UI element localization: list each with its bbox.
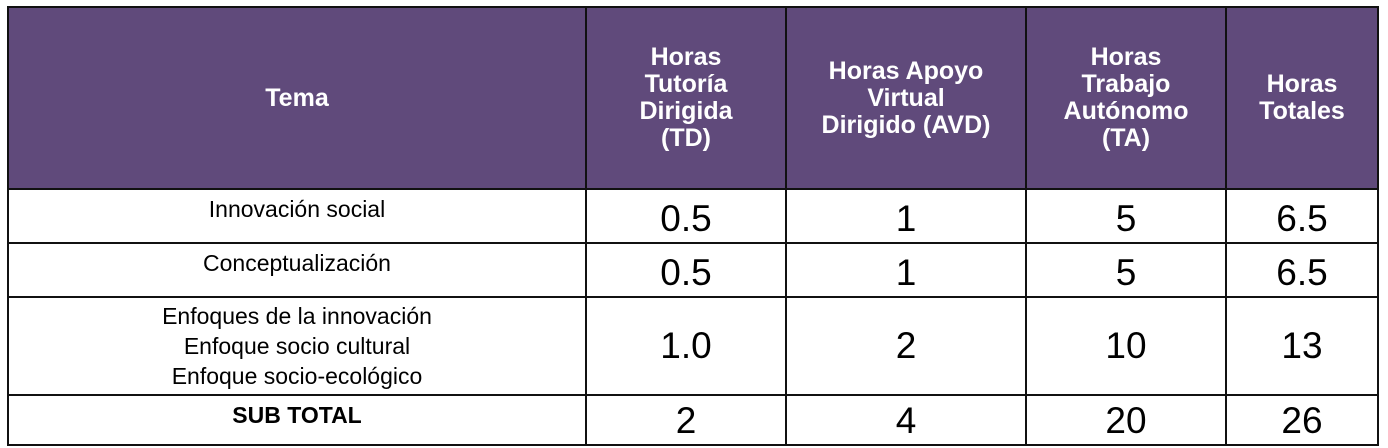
subtotal-label: SUB TOTAL (232, 402, 362, 428)
avd-value: 1 (785, 188, 1027, 244)
header-line: Virtual (867, 83, 945, 112)
header-line: Dirigida (639, 97, 733, 125)
header-td: Horas Tutoría Dirigida (TD) (585, 6, 787, 190)
header-line: Totales (1259, 97, 1345, 125)
header-line: (TD) (661, 124, 711, 152)
header-row: Tema Horas Tutoría Dirigida (TD) Horas A… (7, 6, 1379, 190)
topic-cell: Innovación social (7, 188, 587, 244)
td-value: 0.5 (585, 188, 787, 244)
header-tema: Tema (7, 6, 587, 190)
header-line: Dirigido (AVD) (821, 110, 991, 139)
table-row: Enfoques de la innovación Enfoque socio … (7, 296, 1379, 396)
topic-cell: Enfoques de la innovación Enfoque socio … (7, 296, 587, 396)
topic-text: Conceptualización (203, 250, 391, 276)
subtotal-row: SUB TOTAL 2 4 20 26 (7, 394, 1379, 446)
topic-text: Innovación social (208, 196, 386, 222)
table-row: Innovación social 0.5 1 5 6.5 (7, 188, 1379, 244)
hours-table-wrapper: Tema Horas Tutoría Dirigida (TD) Horas A… (7, 6, 1379, 446)
subtotal-total: 26 (1225, 394, 1379, 446)
header-line: Horas Apoyo (828, 56, 984, 85)
topic-text: Enfoques de la innovación (162, 303, 432, 329)
subtotal-td: 2 (585, 394, 787, 446)
header-line: Autónomo (1063, 97, 1189, 125)
total-value: 13 (1225, 296, 1379, 396)
avd-value: 2 (785, 296, 1027, 396)
header-line: (TA) (1101, 124, 1151, 152)
total-value: 6.5 (1225, 188, 1379, 244)
header-line: Horas (650, 43, 722, 71)
header-line: Horas (1090, 43, 1162, 71)
avd-value: 1 (785, 242, 1027, 298)
topic-text: Enfoque socio-ecológico (171, 363, 423, 389)
ta-value: 5 (1025, 188, 1227, 244)
header-ta: Horas Trabajo Autónomo (TA) (1025, 6, 1227, 190)
topic-text: Enfoque socio cultural (183, 333, 411, 359)
subtotal-ta: 20 (1025, 394, 1227, 446)
td-value: 0.5 (585, 242, 787, 298)
header-line: Horas (1266, 70, 1338, 98)
ta-value: 10 (1025, 296, 1227, 396)
hours-table: Tema Horas Tutoría Dirigida (TD) Horas A… (7, 6, 1379, 446)
table-row: Conceptualización 0.5 1 5 6.5 (7, 242, 1379, 298)
topic-cell: Conceptualización (7, 242, 587, 298)
ta-value: 5 (1025, 242, 1227, 298)
header-avd: Horas Apoyo Virtual Dirigido (AVD) (785, 6, 1027, 190)
header-line: Tutoría (644, 70, 728, 98)
total-value: 6.5 (1225, 242, 1379, 298)
td-value: 1.0 (585, 296, 787, 396)
header-totales: Horas Totales (1225, 6, 1379, 190)
header-tema-label: Tema (265, 83, 329, 112)
header-line: Trabajo (1081, 70, 1171, 98)
subtotal-avd: 4 (785, 394, 1027, 446)
subtotal-label-cell: SUB TOTAL (7, 394, 587, 446)
